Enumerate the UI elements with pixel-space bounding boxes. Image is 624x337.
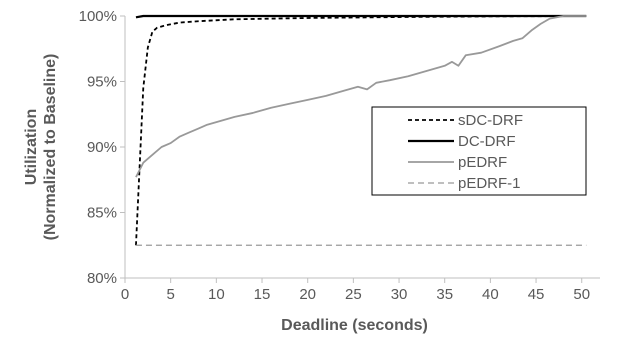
x-tick-label: 10 <box>208 286 225 303</box>
x-tick-label: 35 <box>436 286 453 303</box>
y-tick-label: 80% <box>87 270 117 287</box>
series-layer <box>135 14 587 246</box>
y-tick-label: 95% <box>87 74 117 91</box>
legend-label: pEDRF <box>458 154 507 171</box>
y-tick-label: 90% <box>87 139 117 156</box>
y-axis-title-line1: Utilization <box>23 109 40 185</box>
x-tick-label: 50 <box>573 286 590 303</box>
legend-label: pEDRF-1 <box>458 175 521 192</box>
y-tick-label: 85% <box>87 205 117 222</box>
axis-titles: Deadline (seconds) Utilization (Normalized… <box>23 54 428 334</box>
series-line-sdc-drf <box>135 15 587 246</box>
series-line-pedrf <box>135 15 587 178</box>
legend-box <box>371 106 587 196</box>
x-tick-label: 30 <box>391 286 408 303</box>
y-tick-label: 100% <box>79 8 117 25</box>
axes: 80% 85% 90% 95% 100% 0 5 10 15 20 25 30 35 40 45 50 <box>79 8 600 303</box>
x-tick-label: 15 <box>254 286 271 303</box>
x-axis-title: Deadline (seconds) <box>281 317 428 334</box>
x-tick-label: 45 <box>528 286 545 303</box>
series-line-dc-drf <box>135 14 587 19</box>
x-tick-label: 0 <box>121 286 129 303</box>
legend: sDC-DRF DC-DRF pEDRF pEDRF-1 <box>371 106 587 196</box>
x-tick-label: 40 <box>482 286 499 303</box>
x-tick-label: 5 <box>167 286 175 303</box>
y-axis-title-line2: (Normalized to Baseline) <box>42 54 59 241</box>
x-tick-label: 25 <box>345 286 362 303</box>
x-tick-label: 20 <box>299 286 316 303</box>
legend-label: sDC-DRF <box>458 112 523 129</box>
legend-label: DC-DRF <box>458 133 516 150</box>
